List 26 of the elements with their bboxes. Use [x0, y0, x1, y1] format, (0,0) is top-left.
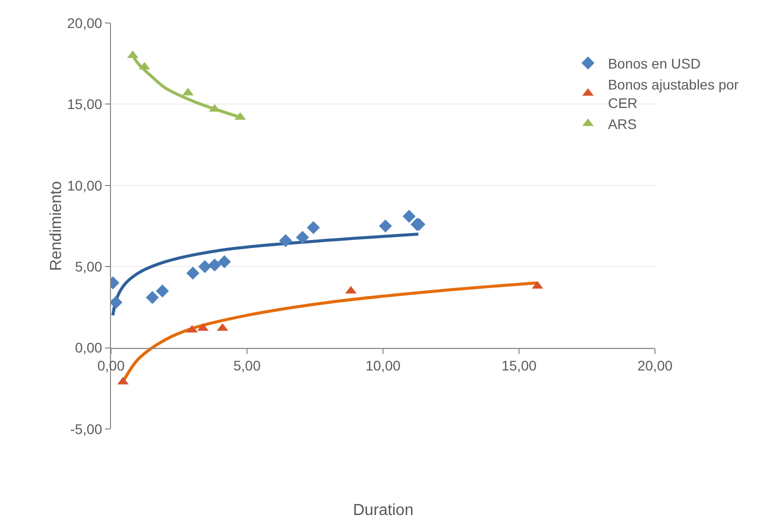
y-tick-label: 20,00: [67, 14, 102, 31]
y-tick-label: -5,00: [70, 420, 102, 437]
point: [198, 260, 212, 274]
point: [186, 266, 200, 280]
point: [378, 220, 392, 232]
point: [279, 234, 292, 248]
y-axis-title: Rendimiento: [48, 180, 66, 271]
y-tick-label: 5,00: [74, 258, 102, 274]
x-tick-label: 20,00: [637, 358, 673, 374]
point: [156, 284, 169, 298]
y-tick-label: 10,00: [67, 177, 102, 194]
point: [208, 258, 222, 272]
x-tick-label: 15,00: [501, 358, 537, 374]
x-tick-label: 10,00: [365, 358, 401, 374]
x-tick-label: 5,00: [233, 358, 261, 374]
y-tick-label: 0,00: [74, 340, 102, 356]
point: [146, 290, 159, 304]
legend-label: Bonos ajustables por CER: [608, 76, 740, 111]
point: [218, 255, 231, 268]
point: [402, 210, 416, 223]
point: [306, 221, 320, 234]
y-tick-label: 15,00: [67, 96, 102, 112]
legend-label: ARS: [608, 116, 637, 132]
point: [296, 230, 309, 244]
legend-label: Bonos en USD: [608, 55, 701, 72]
x-axis-title: Duration: [353, 502, 414, 519]
